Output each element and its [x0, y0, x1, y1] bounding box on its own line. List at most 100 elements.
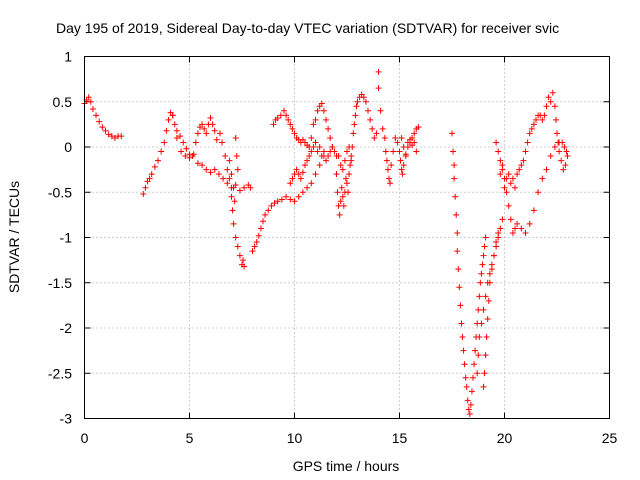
- data-point: [207, 115, 214, 122]
- data-point: [466, 410, 473, 417]
- data-point: [397, 157, 404, 164]
- data-point: [482, 293, 489, 300]
- data-point: [495, 148, 502, 155]
- data-point: [485, 297, 492, 304]
- data-point: [512, 225, 518, 232]
- data-point: [465, 406, 472, 413]
- data-point: [270, 121, 277, 128]
- data-point: [479, 261, 486, 268]
- data-point: [526, 130, 533, 137]
- data-point: [283, 112, 290, 119]
- data-point: [501, 184, 508, 191]
- data-point: [220, 175, 227, 182]
- data-point: [230, 184, 237, 191]
- data-point: [316, 144, 323, 150]
- data-point: [203, 130, 210, 137]
- data-point: [323, 157, 329, 164]
- data-point: [497, 157, 504, 164]
- data-point: [323, 116, 329, 123]
- data-point: [499, 216, 506, 223]
- data-point: [472, 347, 479, 354]
- data-point: [178, 148, 185, 155]
- data-point: [415, 124, 422, 131]
- data-point: [295, 193, 302, 200]
- data-point: [102, 127, 109, 134]
- data-point: [530, 207, 537, 214]
- data-point: [411, 139, 418, 146]
- data-point: [522, 229, 529, 236]
- data-point: [346, 171, 353, 178]
- data-point: [233, 153, 240, 160]
- data-point: [533, 116, 539, 123]
- data-point: [334, 189, 341, 196]
- data-point: [451, 175, 458, 182]
- data-point: [277, 112, 284, 119]
- x-axis-label: GPS time / hours: [293, 458, 400, 474]
- data-point: [306, 153, 313, 160]
- data-point: [108, 133, 115, 140]
- data-point: [371, 134, 378, 141]
- data-point: [457, 302, 464, 309]
- data-points: [81, 68, 571, 417]
- data-point: [481, 370, 488, 377]
- data-point: [240, 257, 247, 264]
- data-point: [140, 191, 147, 198]
- data-point: [454, 229, 461, 236]
- data-point: [462, 374, 469, 381]
- x-tick-label: 10: [287, 430, 303, 446]
- data-point: [203, 166, 210, 173]
- data-point: [392, 134, 399, 141]
- x-tick-label: 20: [497, 430, 513, 446]
- data-point: [482, 352, 489, 359]
- data-point: [194, 130, 201, 137]
- data-point: [483, 334, 490, 341]
- data-point: [278, 196, 285, 203]
- data-point: [516, 166, 523, 173]
- data-point: [560, 166, 567, 173]
- data-point: [400, 162, 407, 169]
- data-point: [549, 89, 556, 96]
- data-point: [456, 284, 463, 291]
- data-point: [341, 157, 348, 164]
- data-point: [564, 153, 571, 160]
- data-point: [360, 94, 367, 101]
- data-point: [337, 162, 344, 169]
- data-point: [234, 166, 241, 173]
- data-point: [285, 116, 292, 123]
- data-point: [228, 171, 235, 178]
- data-point: [390, 148, 397, 155]
- data-point: [486, 279, 493, 286]
- data-point: [398, 134, 405, 141]
- data-point: [481, 243, 488, 250]
- data-point: [224, 180, 231, 187]
- data-point: [335, 202, 342, 209]
- data-point: [493, 139, 500, 146]
- data-point: [329, 144, 336, 150]
- data-point: [265, 207, 272, 214]
- data-point: [365, 107, 371, 114]
- data-point: [236, 252, 243, 259]
- data-point: [475, 306, 482, 313]
- data-point: [475, 352, 482, 359]
- tick-labels: 0 5 10 15 20 25 -3 -2.5 -2 -1.5 -1 -0.5 0 0.5 1: [48, 49, 618, 447]
- data-point: [551, 103, 558, 110]
- data-point: [482, 234, 489, 241]
- data-point: [348, 157, 355, 164]
- data-point: [287, 121, 294, 128]
- data-point: [155, 157, 161, 164]
- data-point: [491, 252, 497, 259]
- plot-frame: [84, 56, 610, 419]
- data-point: [486, 270, 493, 277]
- data-point: [325, 125, 332, 132]
- data-point: [163, 127, 170, 134]
- data-point: [497, 225, 504, 232]
- data-point: [522, 148, 529, 155]
- data-point: [563, 148, 570, 155]
- data-point: [381, 134, 388, 141]
- data-point: [352, 112, 359, 119]
- data-point: [561, 144, 568, 150]
- data-point: [459, 334, 466, 341]
- data-point: [308, 134, 315, 141]
- data-point: [260, 218, 266, 225]
- data-point: [480, 383, 487, 390]
